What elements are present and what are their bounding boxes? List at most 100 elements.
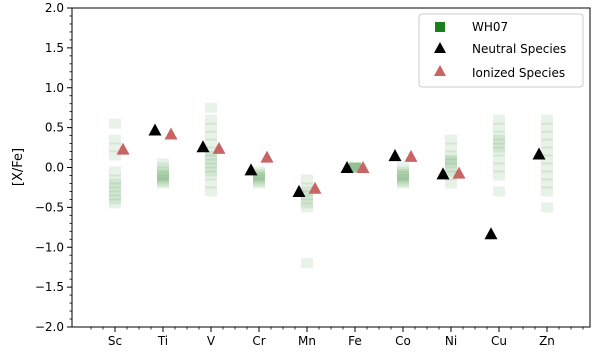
wh07-point-v (205, 170, 217, 181)
ionized-species-series (116, 127, 466, 194)
wh07-point-cu (493, 134, 505, 145)
legend-neutral-label: Neutral Species (472, 42, 566, 56)
wh07-point-cr (253, 168, 265, 179)
wh07-point-ni (445, 150, 457, 161)
neutral-point-ti (148, 123, 162, 136)
y-tick-label: 0.0 (45, 161, 64, 175)
wh07-point-co (397, 162, 409, 173)
wh07-point-sc (109, 166, 121, 177)
wh07-point-cr (253, 176, 265, 187)
wh07-point-ti (157, 176, 169, 187)
x-tick-label-v: V (207, 334, 216, 348)
x-tick-label-ti: Ti (157, 334, 168, 348)
y-tick-label: −1.0 (35, 240, 64, 254)
wh07-point-mn (301, 198, 313, 209)
wh07-point-ti (157, 172, 169, 183)
wh07-point-zn (541, 114, 553, 125)
neutral-point-cu (484, 227, 498, 240)
y-tick-label: −2.0 (35, 320, 64, 334)
wh07-point-co (397, 178, 409, 189)
wh07-point-mn (301, 202, 313, 213)
x-tick-label-cu: Cu (491, 334, 507, 348)
legend-ionized-triangle-icon (434, 65, 446, 76)
wh07-point-zn (541, 186, 553, 197)
wh07-point-ti (157, 166, 169, 177)
ionized-point-ni (452, 166, 466, 179)
wh07-point-zn (541, 130, 553, 141)
wh07-point-cr (253, 170, 265, 181)
wh07-point-mn (301, 190, 313, 201)
legend: WH07 Neutral Species Ionized Species (418, 13, 584, 88)
legend-wh07-square-icon (435, 22, 445, 32)
legend-frame (418, 13, 584, 88)
wh07-point-zn (541, 138, 553, 149)
y-tick-label: 1.5 (45, 41, 64, 55)
legend-ionized-label: Ionized Species (472, 66, 565, 80)
wh07-point-ni (445, 166, 457, 177)
ionized-point-ti (164, 127, 178, 140)
neutral-point-fe (340, 161, 354, 174)
x-tick-label-sc: Sc (108, 334, 122, 348)
wh07-point-v (205, 158, 217, 169)
neutral-point-mn (292, 184, 306, 197)
y-tick-label: 0.5 (45, 121, 64, 135)
wh07-point-v (205, 102, 217, 113)
wh07-point-ti (157, 174, 169, 185)
wh07-point-co (397, 174, 409, 185)
wh07-point-cu (493, 146, 505, 157)
wh07-point-zn (541, 154, 553, 165)
wh07-point-sc (109, 118, 121, 129)
wh07-point-sc (109, 182, 121, 193)
wh07-point-cu (493, 122, 505, 133)
wh07-point-co (397, 176, 409, 187)
y-tick-label: −1.5 (35, 280, 64, 294)
x-tick-label-co: Co (395, 334, 411, 348)
wh07-point-v (205, 138, 217, 149)
wh07-point-v (205, 166, 217, 177)
wh07-point-zn (541, 170, 553, 181)
wh07-point-sc (109, 186, 121, 197)
wh07-point-zn (541, 162, 553, 173)
ionized-point-v (212, 141, 226, 154)
ionized-point-co (404, 149, 418, 162)
wh07-point-ti (157, 168, 169, 179)
wh07-point-sc (109, 142, 121, 153)
x-tick-label-mn: Mn (298, 334, 316, 348)
neutral-species-series (148, 123, 546, 240)
x-axis-ticks: Sc Ti V Cr Mn Fe Co Ni Cu Zn (90, 327, 584, 348)
wh07-point-cu (493, 162, 505, 173)
y-tick-label: 1.0 (45, 81, 64, 95)
wh07-point-v (205, 114, 217, 125)
wh07-point-v (205, 122, 217, 133)
x-tick-label-ni: Ni (445, 334, 457, 348)
neutral-point-co (388, 149, 402, 162)
wh07-point-mn (301, 194, 313, 205)
wh07-point-mn (301, 182, 313, 193)
ionized-point-sc (116, 142, 130, 155)
wh07-point-sc (109, 150, 121, 161)
wh07-point-cr (253, 172, 265, 183)
wh07-point-cr (253, 174, 265, 185)
wh07-point-fe (349, 162, 361, 173)
wh07-point-zn (541, 146, 553, 157)
x-tick-label-fe: Fe (348, 334, 362, 348)
wh07-point-ti (157, 178, 169, 189)
wh07-point-zn (541, 178, 553, 189)
ionized-point-mn (308, 181, 322, 194)
wh07-point-sc (109, 134, 121, 145)
neutral-point-cr (244, 163, 258, 176)
wh07-point-sc (109, 174, 121, 185)
wh07-point-v (205, 130, 217, 141)
wh07-point-ni (445, 142, 457, 153)
wh07-point-v (205, 178, 217, 189)
wh07-point-fe (349, 162, 361, 173)
wh07-point-ti (157, 170, 169, 181)
wh07-point-ni (445, 134, 457, 145)
y-tick-label: −0.5 (35, 200, 64, 214)
wh07-point-co (397, 170, 409, 181)
wh07-point-v (205, 162, 217, 173)
wh07-point-co (397, 172, 409, 183)
wh07-point-ti (157, 162, 169, 173)
